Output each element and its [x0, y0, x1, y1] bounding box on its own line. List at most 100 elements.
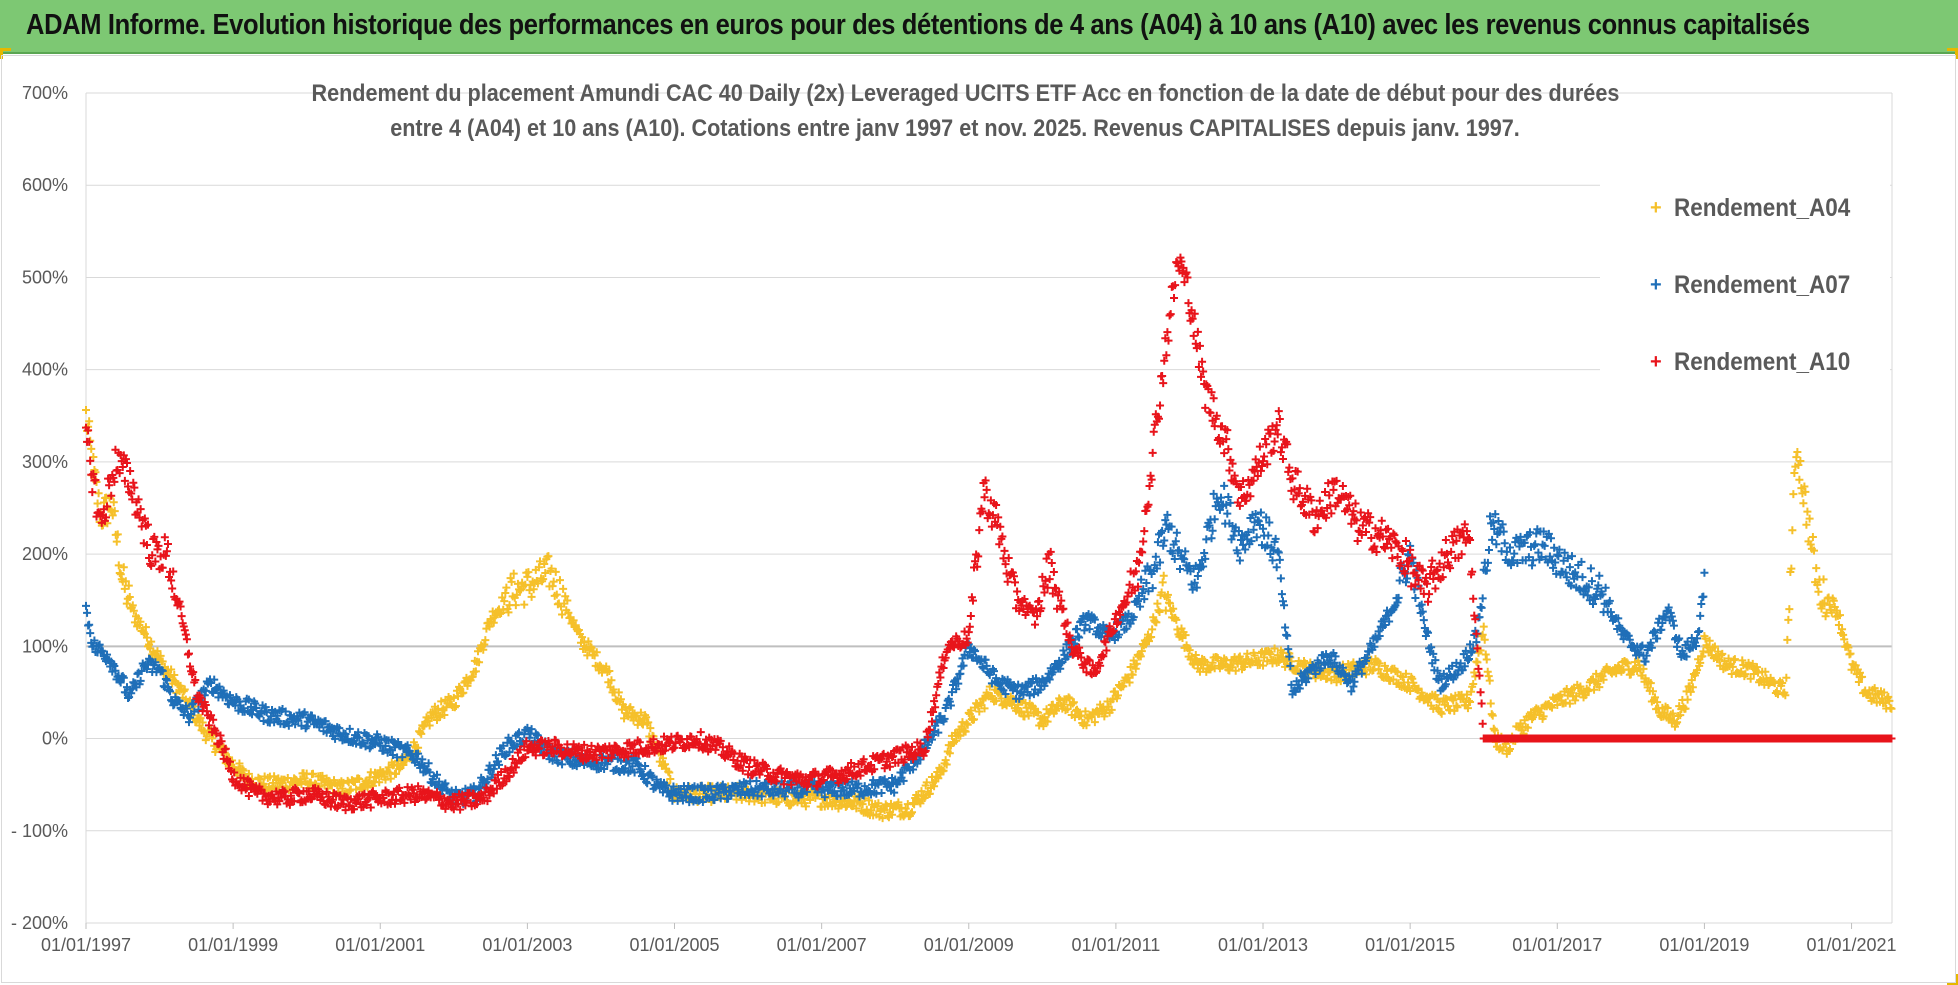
data-point [1465, 696, 1474, 705]
data-point [1142, 506, 1151, 515]
data-point [1648, 687, 1657, 696]
data-point [119, 673, 128, 682]
data-point [1057, 596, 1066, 605]
data-point [122, 459, 131, 468]
data-point [665, 792, 674, 801]
data-point [1259, 457, 1268, 466]
data-point [1179, 263, 1188, 272]
data-point [1851, 661, 1860, 670]
data-point [996, 522, 1005, 531]
data-point [1082, 721, 1091, 730]
data-point [975, 707, 984, 716]
data-point [776, 785, 785, 794]
data-point [1844, 643, 1853, 652]
data-point [1839, 630, 1848, 639]
data-point [212, 729, 221, 738]
data-point [671, 739, 680, 748]
data-point [941, 653, 950, 662]
data-point [1255, 442, 1264, 451]
data-point [980, 493, 989, 502]
data-point [1605, 596, 1614, 605]
data-point [745, 762, 754, 771]
data-point [1802, 520, 1811, 529]
data-point [1199, 367, 1208, 376]
data-point [1180, 278, 1189, 287]
data-point [141, 623, 150, 632]
data-point [1234, 526, 1243, 535]
data-point [499, 741, 508, 750]
data-point [1622, 658, 1631, 667]
data-point [1222, 500, 1231, 509]
data-point [137, 667, 146, 676]
data-point [956, 731, 965, 740]
data-point [1013, 587, 1022, 596]
data-point [167, 576, 176, 585]
data-point [1283, 440, 1292, 449]
data-point [753, 760, 762, 769]
data-point [1790, 469, 1799, 478]
data-point [533, 731, 542, 740]
data-point [1330, 658, 1339, 667]
data-point [1077, 653, 1086, 662]
data-point [1336, 677, 1345, 686]
x-tick-label: 01/01/2013 [1218, 935, 1308, 955]
data-point [158, 657, 167, 666]
data-point [982, 661, 991, 670]
data-point [1761, 667, 1770, 676]
data-point [481, 636, 490, 645]
data-point [1507, 561, 1516, 570]
data-point [774, 798, 783, 807]
data-point [590, 750, 599, 759]
data-point [738, 766, 747, 775]
data-point [1239, 477, 1248, 486]
data-point [217, 737, 226, 746]
data-point [592, 648, 601, 657]
data-point [1870, 684, 1879, 693]
data-point [898, 768, 907, 777]
data-point [1718, 649, 1727, 658]
data-point [1474, 664, 1483, 673]
data-point [527, 592, 536, 601]
data-point [1784, 615, 1793, 624]
data-point [930, 727, 939, 736]
data-point [769, 791, 778, 800]
data-point [1699, 647, 1708, 656]
data-point [1466, 698, 1475, 707]
data-point [941, 756, 950, 765]
data-point [1362, 528, 1371, 537]
data-point [1041, 576, 1050, 585]
data-point [1796, 456, 1805, 465]
data-point [1417, 565, 1426, 574]
data-point [888, 810, 897, 819]
data-point [578, 633, 587, 642]
data-point [1262, 440, 1271, 449]
data-point [189, 668, 198, 677]
data-point [418, 755, 427, 764]
data-point [114, 561, 123, 570]
data-point [281, 707, 290, 716]
data-point [1696, 658, 1705, 667]
data-point [1000, 546, 1009, 555]
data-point [571, 621, 580, 630]
data-point [1293, 467, 1302, 476]
data-point [752, 777, 761, 786]
data-point [1472, 638, 1481, 647]
data-point [491, 751, 500, 760]
data-point [1226, 498, 1235, 507]
data-point [1284, 645, 1293, 654]
data-point [108, 511, 117, 520]
data-point [130, 483, 139, 492]
data-point [760, 760, 769, 769]
data-point [1539, 527, 1548, 536]
data-point [1592, 669, 1601, 678]
data-point [930, 697, 939, 706]
data-point [1475, 613, 1484, 622]
data-point [1303, 484, 1312, 493]
data-point [600, 765, 609, 774]
data-point [1678, 646, 1687, 655]
data-point [1649, 627, 1658, 636]
data-point [1651, 693, 1660, 702]
data-point [406, 795, 415, 804]
data-point [1055, 587, 1064, 596]
data-point [1441, 680, 1450, 689]
